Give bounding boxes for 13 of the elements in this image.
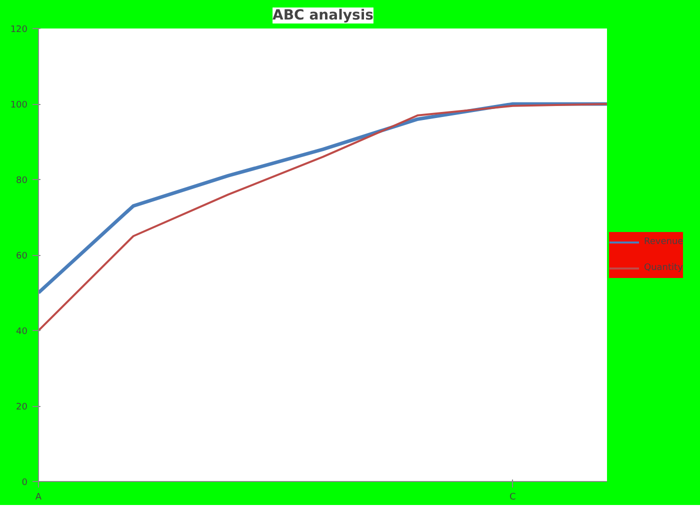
line-series xyxy=(38,103,607,332)
y-tick-label: 20 xyxy=(16,402,28,412)
y-tick-label: 80 xyxy=(16,176,28,186)
y-tick-label: 60 xyxy=(16,252,28,262)
x-tick-label: C xyxy=(510,492,516,502)
x-tick-label: A xyxy=(35,492,42,502)
chart-title: ABC analysis xyxy=(272,8,374,24)
y-tick-label: 0 xyxy=(22,478,28,488)
y-tick-label: 120 xyxy=(10,25,28,35)
legend-label: Revenue xyxy=(644,236,684,246)
y-tick-label: 40 xyxy=(16,327,28,337)
legend-label: Quantity xyxy=(644,262,683,272)
y-tick-label: 100 xyxy=(10,100,28,110)
